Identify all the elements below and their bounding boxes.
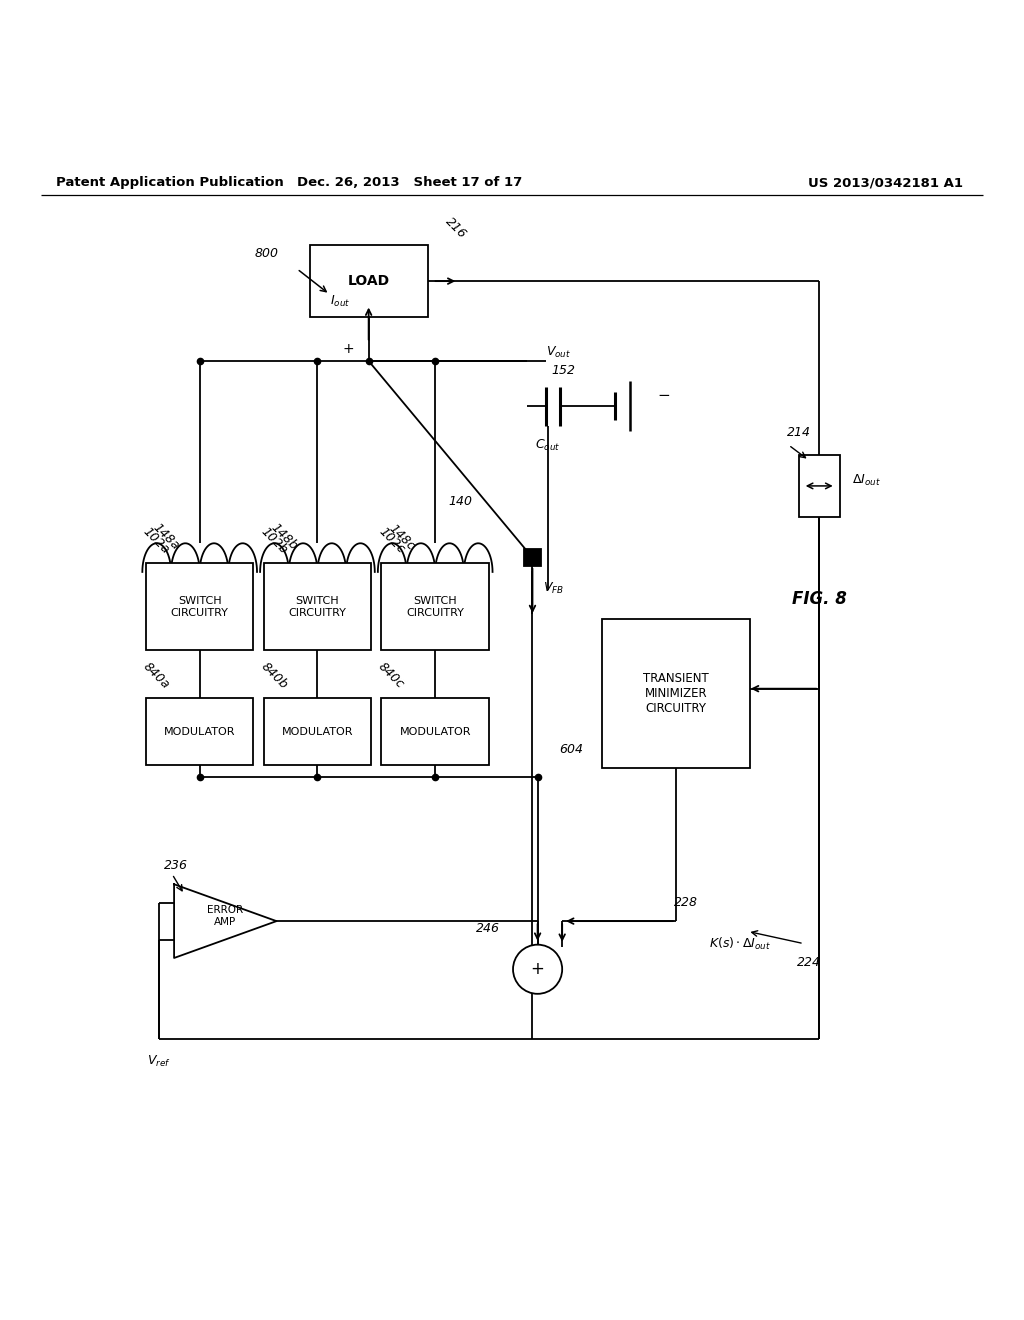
Text: 148c: 148c [386,521,417,553]
Text: 840b: 840b [258,660,290,692]
Text: Dec. 26, 2013   Sheet 17 of 17: Dec. 26, 2013 Sheet 17 of 17 [297,177,522,189]
Text: $K(s)\cdot\Delta I_{out}$: $K(s)\cdot\Delta I_{out}$ [709,936,771,952]
Text: $C_{out}$: $C_{out}$ [536,437,560,453]
Text: $V_{FB}$: $V_{FB}$ [543,581,564,595]
Text: ERROR
AMP: ERROR AMP [207,906,244,927]
Text: 102c: 102c [376,525,407,556]
Text: 604: 604 [559,743,584,755]
Text: 102b: 102b [258,525,290,557]
Text: 148b: 148b [268,521,300,553]
Bar [146,698,254,766]
Bar [264,698,371,766]
Text: US 2013/0342181 A1: US 2013/0342181 A1 [808,177,963,189]
Text: 140: 140 [449,495,473,508]
Text: FIG. 8: FIG. 8 [792,590,847,607]
Text: 228: 228 [674,896,698,909]
Text: TRANSIENT
MINIMIZER
CIRCUITRY: TRANSIENT MINIMIZER CIRCUITRY [643,672,709,715]
Text: 224: 224 [797,956,821,969]
Text: 800: 800 [254,247,279,260]
Text: SWITCH
CIRCUITRY: SWITCH CIRCUITRY [407,595,464,618]
Bar [524,549,541,566]
Bar [799,455,840,516]
Bar [602,619,750,767]
Text: +: + [530,960,545,978]
Text: MODULATOR: MODULATOR [399,727,471,737]
Text: MODULATOR: MODULATOR [164,727,236,737]
Text: MODULATOR: MODULATOR [282,727,353,737]
Text: 236: 236 [164,859,187,873]
Text: 148a: 148a [151,521,182,553]
Text: 840a: 840a [140,660,172,692]
Bar [309,246,428,317]
Text: 246: 246 [476,921,501,935]
Bar [381,564,489,651]
Text: $I_{out}$: $I_{out}$ [330,294,350,309]
Text: 152: 152 [551,364,575,376]
Text: +: + [342,342,354,355]
Text: SWITCH
CIRCUITRY: SWITCH CIRCUITRY [289,595,346,618]
Text: $V_{out}$: $V_{out}$ [546,346,570,360]
Circle shape [513,945,562,994]
Text: Patent Application Publication: Patent Application Publication [56,177,284,189]
Bar [146,564,254,651]
Text: 216: 216 [442,215,469,242]
Text: $V_{ref}$: $V_{ref}$ [146,1053,171,1069]
Text: −: − [657,388,670,404]
Text: SWITCH
CIRCUITRY: SWITCH CIRCUITRY [171,595,228,618]
Text: 214: 214 [786,426,811,440]
Bar [381,698,489,766]
Text: LOAD: LOAD [347,275,390,288]
Text: 102a: 102a [140,525,172,557]
Text: 840c: 840c [376,660,407,692]
Text: $\Delta I_{out}$: $\Delta I_{out}$ [852,474,881,488]
Bar [264,564,371,651]
